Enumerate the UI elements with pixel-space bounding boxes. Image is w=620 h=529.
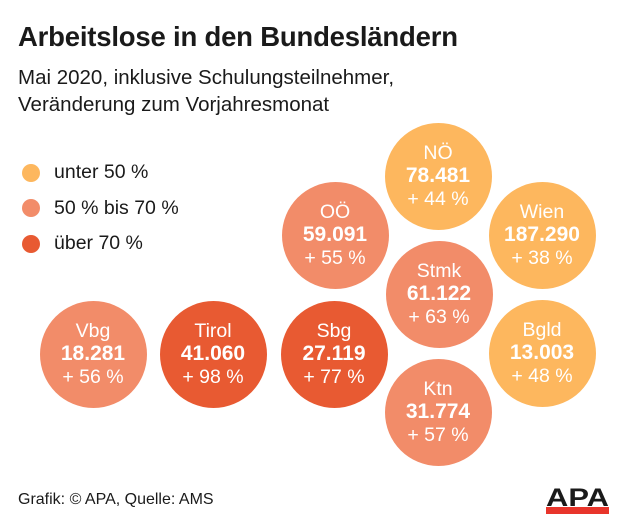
bubble-change-label: + 48 %	[511, 364, 573, 387]
bubble-region-label: Ktn	[423, 377, 453, 400]
legend-label: unter 50 %	[54, 161, 149, 184]
bubble-region-label: Sbg	[316, 319, 352, 342]
bubble-bgld: Bgld 13.003 + 48 %	[488, 299, 596, 407]
chart-subtitle: Mai 2020, inklusive Schulungsteilnehmer,…	[18, 64, 394, 118]
bubble-value-label: 59.091	[302, 222, 368, 246]
bubble-change-label: + 38 %	[511, 246, 573, 269]
bubble-region-label: Bgld	[522, 318, 562, 341]
bubble-change-label: + 44 %	[407, 187, 469, 210]
chart-title: Arbeitslose in den Bundesländern	[18, 21, 458, 52]
bubble-ooe: OÖ 59.091 + 55 %	[281, 181, 389, 289]
bubble-value-label: 18.281	[60, 341, 126, 365]
bubble-tirol: Tirol 41.060 + 98 %	[159, 300, 267, 408]
apa-logo-bar	[546, 507, 609, 514]
bubble-value-label: 31.774	[405, 399, 471, 423]
bubble-noe: NÖ 78.481 + 44 %	[384, 122, 492, 230]
legend-item-under-50: unter 50 %	[22, 155, 179, 191]
bubble-sbg: Sbg 27.119 + 77 %	[280, 300, 388, 408]
bubble-wien: Wien 187.290 + 38 %	[488, 181, 596, 289]
bubble-change-label: + 55 %	[304, 246, 366, 269]
bubble-change-label: + 77 %	[303, 365, 365, 388]
subtitle-line-2: Veränderung zum Vorjahresmonat	[18, 93, 330, 116]
legend-dot-icon	[22, 199, 40, 218]
apa-logo: APA	[546, 486, 609, 514]
bubble-region-label: Stmk	[416, 259, 462, 282]
bubble-ktn: Ktn 31.774 + 57 %	[384, 358, 492, 466]
bubble-value-label: 78.481	[405, 163, 471, 187]
legend-label: 50 % bis 70 %	[54, 196, 179, 219]
bubble-stmk: Stmk 61.122 + 63 %	[385, 240, 493, 348]
legend-label: über 70 %	[54, 232, 143, 255]
bubble-value-label: 27.119	[302, 341, 366, 365]
bubble-value-label: 13.003	[509, 340, 575, 364]
legend: unter 50 % 50 % bis 70 % über 70 %	[22, 155, 179, 262]
bubble-region-label: Vbg	[75, 319, 111, 342]
legend-item-over-70: über 70 %	[22, 226, 179, 262]
bubble-change-label: + 56 %	[62, 365, 124, 388]
legend-dot-icon	[22, 234, 40, 253]
bubble-value-label: 61.122	[406, 281, 472, 305]
bubble-value-label: 187.290	[504, 222, 580, 246]
bubble-value-label: 41.060	[180, 341, 246, 365]
bubble-vbg: Vbg 18.281 + 56 %	[39, 300, 147, 408]
bubble-change-label: + 57 %	[407, 423, 469, 446]
legend-item-50-to-70: 50 % bis 70 %	[22, 191, 179, 227]
bubble-region-label: NÖ	[423, 141, 453, 164]
bubble-change-label: + 63 %	[408, 305, 470, 328]
bubble-change-label: + 98 %	[182, 365, 244, 388]
legend-dot-icon	[22, 163, 40, 182]
bubble-region-label: Wien	[519, 200, 565, 223]
bubble-region-label: Tirol	[194, 319, 232, 342]
source-credit: Grafik: © APA, Quelle: AMS	[18, 491, 214, 508]
subtitle-line-1: Mai 2020, inklusive Schulungsteilnehmer,	[18, 66, 395, 89]
bubble-region-label: OÖ	[319, 200, 351, 223]
